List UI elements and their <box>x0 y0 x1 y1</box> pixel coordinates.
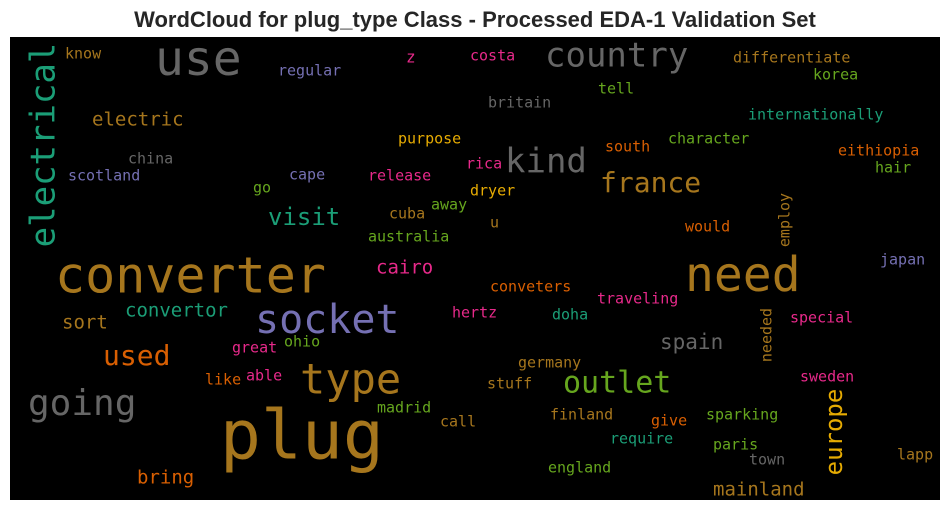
word: germany <box>518 354 581 372</box>
word: kind <box>505 142 587 182</box>
word: spain <box>660 330 723 354</box>
word: release <box>368 167 431 185</box>
word: regular <box>278 62 341 80</box>
word: differentiate <box>733 49 850 67</box>
word: sparking <box>706 406 778 424</box>
word: like <box>205 371 241 389</box>
word: madrid <box>377 399 431 417</box>
word: rica <box>466 155 502 173</box>
word: australia <box>368 228 449 246</box>
word: lapp <box>897 446 933 464</box>
word: town <box>749 451 785 469</box>
word: visit <box>268 203 340 231</box>
cloud-background <box>10 37 940 500</box>
word: dryer <box>470 182 515 200</box>
word: hertz <box>452 304 497 322</box>
word: employ <box>776 193 794 247</box>
word: traveling <box>597 290 678 308</box>
word: away <box>431 196 467 214</box>
word: type <box>300 355 401 404</box>
word: sweden <box>800 368 854 386</box>
word: japan <box>880 251 925 269</box>
word: great <box>232 339 277 357</box>
word: converter <box>55 247 326 305</box>
word: know <box>65 45 102 63</box>
word: finland <box>550 406 613 424</box>
word: need <box>685 247 801 303</box>
word: electric <box>92 109 184 131</box>
word: conveters <box>490 278 571 296</box>
word: costa <box>470 47 515 65</box>
chart-title: WordCloud for plug_type Class - Processe… <box>134 7 816 32</box>
word: call <box>440 413 476 431</box>
word: cuba <box>389 205 425 223</box>
word: scotland <box>68 167 140 185</box>
word: paris <box>713 436 758 454</box>
word: sort <box>62 312 108 334</box>
word: england <box>548 459 611 477</box>
word: outlet <box>563 366 671 401</box>
word: cape <box>289 166 325 184</box>
word: go <box>253 179 271 197</box>
word: give <box>651 412 687 430</box>
word: eithiopia <box>838 142 919 160</box>
word: stuff <box>487 375 532 393</box>
word: character <box>668 130 749 148</box>
word: tell <box>598 80 634 98</box>
word: europe <box>820 389 848 476</box>
word: convertor <box>125 300 228 322</box>
word: country <box>545 36 688 76</box>
word: mainland <box>713 479 805 501</box>
word: plug <box>220 397 384 476</box>
word: needed <box>758 308 776 362</box>
word: france <box>600 166 701 199</box>
word: would <box>685 218 730 236</box>
word: u <box>490 214 499 232</box>
word: purpose <box>398 130 461 148</box>
word: use <box>155 31 242 87</box>
word: ohio <box>284 333 320 351</box>
word: bring <box>137 467 194 489</box>
word: special <box>790 309 853 327</box>
word: z <box>406 48 416 67</box>
word: south <box>605 138 650 156</box>
word: doha <box>552 306 588 324</box>
word: korea <box>813 66 858 84</box>
word: require <box>610 430 673 448</box>
word: electrical <box>24 43 64 248</box>
word: going <box>28 383 136 424</box>
word: used <box>103 339 170 372</box>
word: able <box>246 367 282 385</box>
word: britain <box>488 94 551 112</box>
word: cairo <box>376 257 433 279</box>
word: hair <box>875 159 911 177</box>
word: socket <box>255 297 400 343</box>
word: internationally <box>748 106 883 124</box>
word: china <box>128 150 173 168</box>
